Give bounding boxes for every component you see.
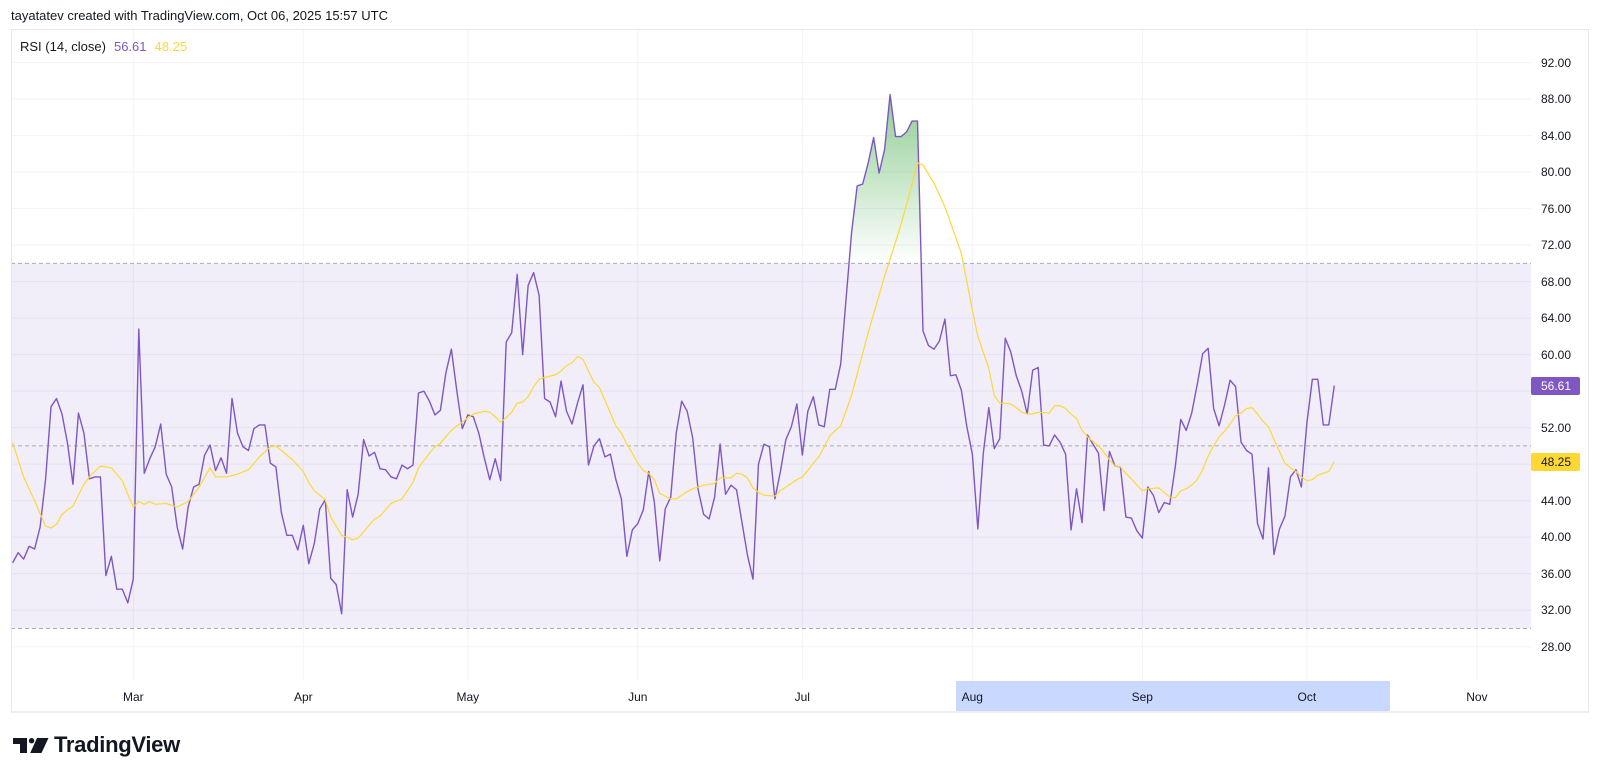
time-tick-label: Oct (1297, 690, 1317, 704)
tradingview-brand-text: TradingView (54, 732, 180, 757)
price-tick-label: 64.00 (1541, 311, 1572, 326)
price-tick-label: 92.00 (1541, 55, 1572, 70)
price-tick-label: 44.00 (1541, 493, 1572, 508)
price-tick-label: 28.00 (1541, 639, 1572, 654)
price-tick-label: 76.00 (1541, 201, 1572, 216)
legend-rsi-value: 56.61 (113, 39, 147, 54)
price-tick-label: 72.00 (1541, 238, 1572, 253)
price-tick-label: 68.00 (1541, 274, 1572, 289)
price-tick-label: 80.00 (1541, 165, 1572, 180)
indicator-legend: RSI (14, close) 56.61 48.25 (20, 39, 187, 55)
legend-title: RSI (14, close) (20, 39, 106, 54)
time-tick-label: May (456, 690, 480, 704)
time-tick-label: Jun (628, 690, 648, 704)
time-tick-label: Aug (961, 690, 983, 704)
overbought-gradient-fill (849, 94, 922, 264)
time-tick-label: Mar (122, 690, 144, 704)
price-tick-label: 60.00 (1541, 347, 1572, 362)
tradingview-logo-link[interactable]: TradingView (13, 733, 180, 757)
ma-last-value-badge: 48.25 (1531, 452, 1580, 471)
tradingview-logo-icon (13, 737, 49, 753)
price-tick-label: 88.00 (1541, 92, 1572, 107)
attribution-text: tayatatev created with TradingView.com, … (11, 8, 388, 23)
rsi-last-value-badge: 56.61 (1531, 376, 1580, 395)
time-range-highlight (955, 681, 1391, 711)
rsi-ma-line (12, 162, 1335, 541)
price-tick-label: 36.00 (1541, 566, 1572, 581)
price-tick-label: 84.00 (1541, 128, 1572, 143)
rsi-line (12, 93, 1335, 615)
time-tick-label: Nov (1466, 690, 1488, 704)
price-tick-label: 40.00 (1541, 530, 1572, 545)
time-tick-label: Apr (293, 690, 313, 704)
time-tick-label: Sep (1131, 690, 1153, 704)
legend-ma-value: 48.25 (154, 39, 188, 54)
price-tick-label: 32.00 (1541, 603, 1572, 618)
time-tick-label: Jul (794, 690, 810, 704)
plot-area (11, 29, 1531, 681)
price-tick-label: 52.00 (1541, 420, 1572, 435)
